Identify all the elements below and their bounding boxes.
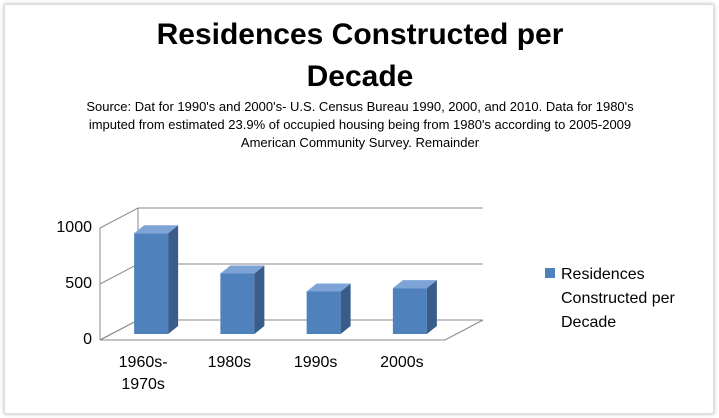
y-tick-label: 1000	[56, 219, 92, 236]
y-tick-label: 500	[65, 275, 92, 292]
x-tick-label: 1980s	[207, 354, 252, 371]
bar-side	[426, 280, 437, 334]
bar-top	[306, 283, 351, 292]
bar	[306, 283, 351, 334]
bar	[392, 280, 437, 334]
chart-subtitle: Source: Dat for 1990's and 2000's- U.S. …	[86, 99, 634, 150]
x-tick-label: 2000s	[380, 354, 424, 371]
bar-front	[220, 273, 255, 334]
chart-title: Residences Constructed per Decade	[156, 18, 564, 93]
bar-front	[306, 291, 341, 334]
bar	[220, 265, 265, 334]
legend-swatch	[545, 268, 555, 278]
legend-label: Residences Constructed per Decade	[561, 266, 675, 331]
bar-front	[134, 233, 169, 334]
x-tick-label: 1990s	[293, 354, 338, 371]
bar-top	[220, 265, 265, 274]
bar-front	[392, 288, 427, 334]
bar-side	[340, 283, 351, 334]
grid-line	[99, 207, 483, 229]
x-tick-label: 1960s-1970s	[118, 354, 168, 393]
chart-frame	[4, 4, 714, 414]
bar	[134, 225, 179, 334]
bar-top	[134, 225, 179, 234]
bar-top	[392, 280, 437, 289]
bar-side	[254, 265, 265, 334]
y-tick-label: 0	[83, 331, 92, 348]
bar-side	[168, 225, 179, 334]
